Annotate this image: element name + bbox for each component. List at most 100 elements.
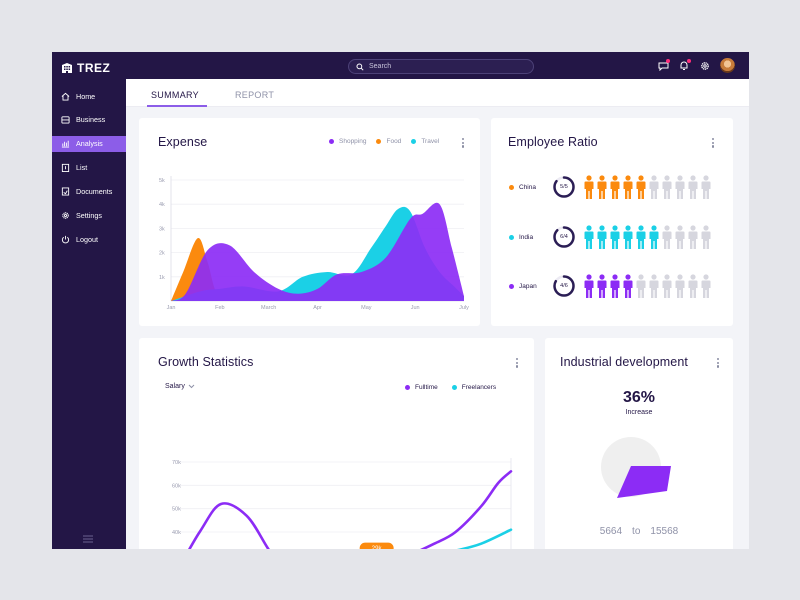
notification-dot <box>666 58 670 63</box>
person-icon <box>610 174 620 199</box>
search-input[interactable]: Search <box>348 59 534 74</box>
employee-title: Employee Ratio <box>508 135 598 149</box>
power-icon <box>61 235 70 244</box>
ratio-ring: 6/4 <box>552 225 576 249</box>
y-tick-label: 5k <box>159 178 165 184</box>
person-icon <box>701 224 711 249</box>
sidebar-item-documents[interactable]: Documents <box>52 184 126 200</box>
ratio-text: 6/4 <box>560 234 568 240</box>
y-tick-label: 1k <box>159 275 165 281</box>
clipboard-icon <box>61 164 70 173</box>
person-icon <box>649 224 659 249</box>
bar-chart-icon <box>61 141 70 148</box>
app-logo[interactable]: TREZ <box>61 61 110 75</box>
app-name: TREZ <box>77 61 111 75</box>
x-tick-label: May <box>361 305 372 311</box>
sidebar-item-label: Business <box>76 115 106 125</box>
growth-more-button[interactable] <box>515 358 519 368</box>
person-icon <box>597 273 607 298</box>
gear-icon <box>62 212 69 219</box>
sidebar-item-label: Documents <box>76 187 113 197</box>
growth-chart: 70k60k50k40k30k20k10k29k <box>172 458 513 549</box>
person-icon <box>584 174 594 199</box>
pie-chart <box>601 437 671 498</box>
y-tick-label: 60k <box>172 483 181 489</box>
area-shopping <box>171 202 464 301</box>
avatar[interactable] <box>720 58 735 73</box>
person-icon <box>597 174 607 199</box>
sidebar-item-label: Home <box>76 91 96 101</box>
employee-ratio-card: Employee Ratio China 5/5 India 6/4 Japan 4/6 <box>491 118 733 326</box>
home-icon <box>61 92 70 101</box>
expense-more-button[interactable] <box>461 138 465 148</box>
employee-row-japan: Japan 4/6 <box>509 273 711 299</box>
person-icon <box>636 273 646 298</box>
x-tick-label: Jan <box>167 305 176 311</box>
country-name: India <box>519 233 534 241</box>
range-to: 15568 <box>650 526 679 537</box>
person-icon <box>623 174 633 199</box>
person-icon <box>688 174 698 199</box>
ratio-ring: 4/6 <box>552 274 576 298</box>
x-tick-label: Jun <box>411 305 420 311</box>
sidebar-item-business[interactable]: Business <box>52 112 126 128</box>
legend-label: Shopping <box>339 138 367 145</box>
sidebar-item-analysis[interactable]: Analysis <box>52 135 126 152</box>
building-icon <box>62 63 72 73</box>
dashboard-app: TREZ Home Business Analysis List Documen… <box>52 52 749 549</box>
ratio-ring: 5/5 <box>552 175 576 199</box>
active-tab-indicator <box>147 105 207 107</box>
person-icon <box>636 224 646 249</box>
messages-button[interactable] <box>657 58 670 72</box>
top-bar: Search <box>126 52 749 79</box>
sidebar-item-list[interactable]: List <box>52 160 126 176</box>
person-icon <box>662 224 672 249</box>
chat-icon <box>658 62 668 71</box>
line-fulltime <box>188 470 513 549</box>
sidebar-item-logout[interactable]: Logout <box>52 231 126 247</box>
menu-icon[interactable] <box>83 535 93 543</box>
tab-bar: SUMMARY REPORT <box>126 79 749 107</box>
legend-item-fulltime: Fulltime <box>405 384 438 391</box>
person-icon <box>649 273 659 298</box>
country-name: China <box>519 183 536 191</box>
expense-legend: Shopping Food Travel <box>329 138 439 145</box>
expense-title: Expense <box>158 135 208 149</box>
settings-button[interactable] <box>699 60 711 72</box>
industrial-title: Industrial development <box>560 355 688 369</box>
country-name: Japan <box>519 282 537 290</box>
tab-report[interactable]: REPORT <box>235 90 275 100</box>
x-tick-label: July <box>459 305 469 311</box>
legend-label: Travel <box>421 138 440 145</box>
legend-label: Freelancers <box>461 384 497 391</box>
sidebar-item-home[interactable]: Home <box>52 88 126 104</box>
person-icon <box>688 224 698 249</box>
person-icon <box>662 174 672 199</box>
country-label: China <box>509 184 549 191</box>
y-tick-label: 70k <box>172 460 181 466</box>
person-icon <box>701 273 711 298</box>
range-from: 5664 <box>599 526 623 537</box>
employee-more-button[interactable] <box>711 138 715 148</box>
notifications-button[interactable] <box>678 58 691 72</box>
person-icon <box>610 224 620 249</box>
value-range: 5664 to 15568 <box>545 526 733 537</box>
tooltip-text: 29k <box>372 546 383 549</box>
sidebar-item-settings[interactable]: Settings <box>52 207 126 223</box>
search-placeholder: Search <box>369 63 392 70</box>
growth-title: Growth Statistics <box>158 355 254 369</box>
gear-icon <box>701 61 709 70</box>
chevron-down-icon <box>188 384 195 389</box>
x-tick-label: Apr <box>313 305 322 311</box>
ratio-text: 5/5 <box>560 184 568 190</box>
tab-summary[interactable]: SUMMARY <box>151 90 199 100</box>
person-icon <box>662 273 672 298</box>
salary-dropdown[interactable]: Salary <box>165 383 195 390</box>
people-icons <box>584 174 711 200</box>
briefcase-icon <box>61 116 70 124</box>
sidebar-nav: Home Business Analysis List Documents Se… <box>52 88 126 255</box>
person-icon <box>688 273 698 298</box>
person-icon <box>584 224 594 249</box>
industrial-more-button[interactable] <box>716 358 720 368</box>
notification-dot <box>687 58 691 63</box>
